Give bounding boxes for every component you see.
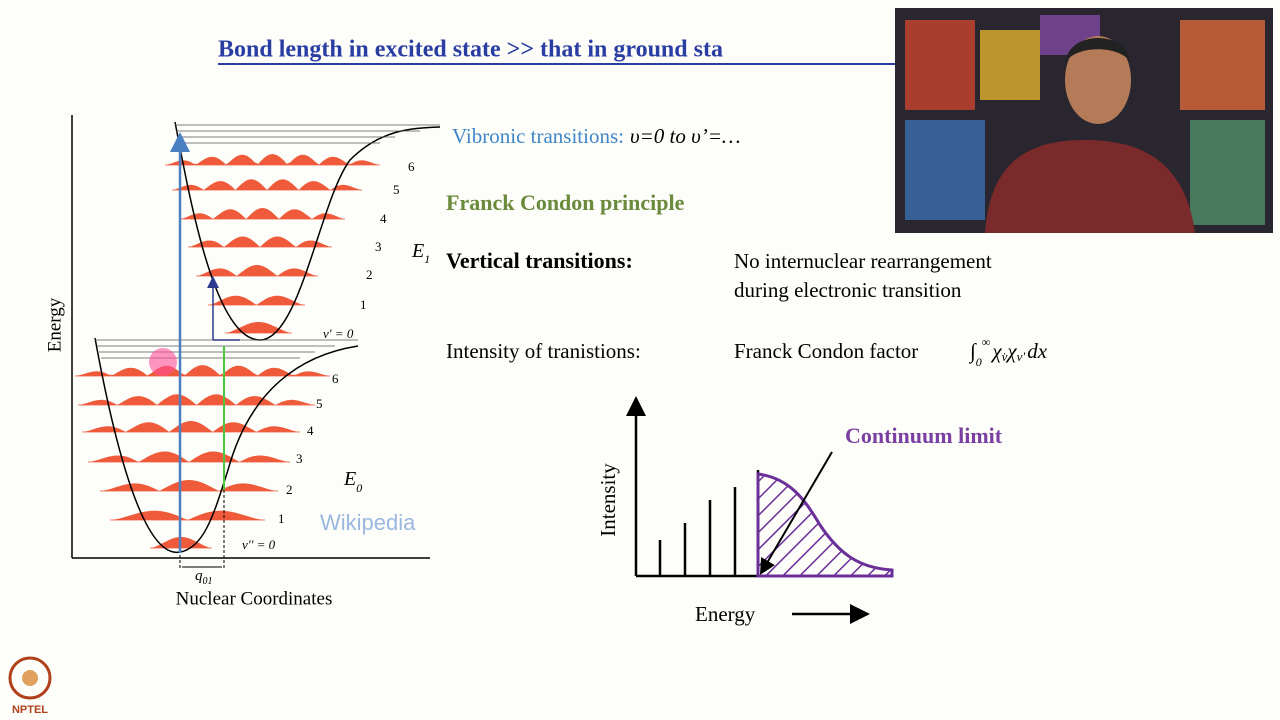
wavefunction <box>165 154 380 165</box>
subscript: 01 <box>203 576 213 587</box>
person-head <box>1065 36 1131 124</box>
level-label: 2 <box>366 267 373 282</box>
wavefunction <box>208 295 305 305</box>
level-label: v' = 0 <box>323 326 354 341</box>
wavefunction <box>78 394 315 405</box>
subscript: v̇ <box>1002 349 1008 364</box>
wavefunction <box>88 451 290 462</box>
axis-label: Intensity <box>596 463 620 537</box>
symbol: q <box>195 568 203 584</box>
state-label: E1 <box>411 240 430 266</box>
vertical-text: during electronic transition <box>734 278 962 302</box>
credit: Wikipedia <box>320 510 416 535</box>
level-label: 2 <box>286 482 293 497</box>
wavefunction <box>75 365 330 376</box>
intensity-text: Franck Condon factor <box>734 339 918 363</box>
logo-mark <box>22 670 38 686</box>
intensity-label: Intensity of tranistions: <box>446 339 641 363</box>
upper-limit: ∞ <box>982 335 991 349</box>
subscript: 1 <box>424 252 430 266</box>
logo-mark <box>8 656 52 700</box>
level-label: 3 <box>296 451 303 466</box>
level-label: 1 <box>360 297 367 312</box>
pointer <box>149 348 177 376</box>
level-label: 3 <box>375 239 382 254</box>
chi: χ <box>990 339 1002 363</box>
level-label: 6 <box>408 159 415 174</box>
excited-potential <box>174 121 441 341</box>
axis-label: Energy <box>44 297 65 352</box>
video-overlay <box>895 8 1273 233</box>
wavefunction <box>196 265 318 276</box>
ground-potential <box>94 337 359 553</box>
wavefunction <box>110 510 265 520</box>
subscript: 0 <box>356 481 362 495</box>
level-label: 4 <box>307 423 314 438</box>
wavefunction <box>172 179 362 190</box>
person-body <box>985 140 1195 233</box>
vibronic-line: Vibronic transitions: υ=0 to υ’=… <box>452 124 741 148</box>
integral: ∫ <box>968 339 977 364</box>
lower-limit: 0 <box>976 355 982 369</box>
level-label: 6 <box>332 371 339 386</box>
tail: dx <box>1027 339 1048 363</box>
wavefunction <box>82 421 300 432</box>
label: Vibronic transitions: <box>452 124 624 148</box>
text: υ=0 to υ’=… <box>630 124 741 148</box>
level-label: 5 <box>393 182 400 197</box>
continuum <box>756 472 894 578</box>
wavefunction <box>180 208 345 219</box>
slide-title: Bond length in excited state >> that in … <box>218 37 723 63</box>
principle: Franck Condon principle <box>446 190 685 215</box>
logo-text: NPTEL <box>12 704 48 716</box>
wavefunction <box>100 480 278 491</box>
vertical-text: No internuclear rearrangement <box>734 249 992 273</box>
vertical-label: Vertical transitions: <box>446 248 633 273</box>
axis-label: Nuclear Coordinates <box>176 588 333 609</box>
level-label: v'' = 0 <box>242 537 276 552</box>
symbol: E <box>343 468 356 490</box>
annotation: Continuum limit <box>845 423 1003 448</box>
axis-label: Energy <box>695 602 756 626</box>
state-label: E0 <box>343 468 362 495</box>
level-label: 1 <box>278 511 285 526</box>
chi: χ <box>1005 339 1017 363</box>
subscript: v′ <box>1017 349 1026 364</box>
shift-label: q01 <box>195 568 213 587</box>
wavefunction <box>225 322 292 333</box>
annotation-arrow <box>759 451 833 575</box>
formula: ∫0∞χv̇χv′dx <box>968 335 1048 369</box>
level-label: 4 <box>380 211 387 226</box>
level-label: 5 <box>316 396 323 411</box>
symbol: E <box>411 240 424 262</box>
